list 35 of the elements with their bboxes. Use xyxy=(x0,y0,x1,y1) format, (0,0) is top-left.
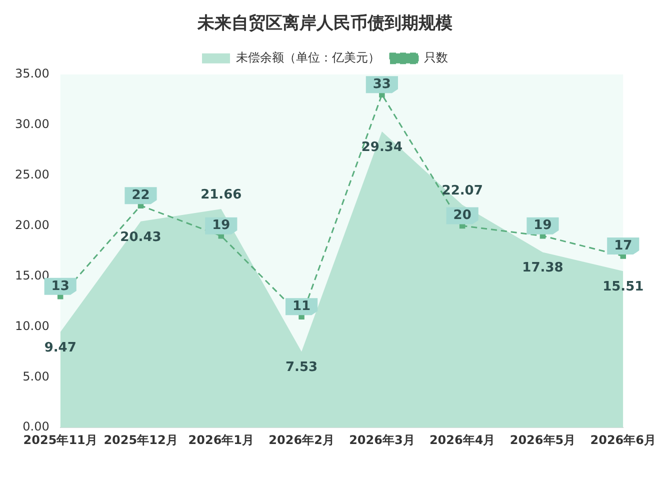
data-label: 13 xyxy=(51,278,70,294)
data-label: 22 xyxy=(132,188,150,203)
y-tick-label: 35.00 xyxy=(14,66,50,81)
data-label: 19 xyxy=(534,218,552,234)
y-tick-label: 15.00 xyxy=(14,268,50,282)
y-tick-label: 25.00 xyxy=(14,167,50,182)
y-tick-label: 10.00 xyxy=(14,318,50,333)
legend-label: 只数 xyxy=(424,50,448,65)
x-tick-label: 2026年1月 xyxy=(188,432,254,447)
data-label: 22.07 xyxy=(442,183,483,198)
data-label: 15.51 xyxy=(602,279,644,294)
data-label: 19 xyxy=(212,218,230,234)
data-label: 9.47 xyxy=(44,340,76,356)
y-tick-label: 20.00 xyxy=(14,218,50,232)
x-tick-label: 2025年11月 xyxy=(23,432,98,447)
data-label: 29.34 xyxy=(361,140,402,155)
y-tick-label: 30.00 xyxy=(14,116,50,131)
chart-title: 未来自贸区离岸人民币债到期规模 xyxy=(196,14,452,34)
x-tick-label: 2026年3月 xyxy=(349,432,415,447)
x-tick-label: 2026年5月 xyxy=(510,432,576,447)
x-tick-label: 2026年2月 xyxy=(268,432,334,447)
x-tick-label: 2025年12月 xyxy=(104,432,178,447)
x-tick-label: 2026年4月 xyxy=(429,432,496,447)
data-label: 17.38 xyxy=(522,260,564,276)
y-tick-label: 0.00 xyxy=(22,420,50,434)
data-label: 7.53 xyxy=(286,360,318,375)
data-label: 17 xyxy=(614,238,632,254)
data-label: 11 xyxy=(292,298,311,314)
x-tick-label: 2026年6月 xyxy=(590,432,656,447)
data-label: 33 xyxy=(372,76,391,92)
data-label: 21.66 xyxy=(200,187,242,202)
data-label: 20 xyxy=(453,208,472,224)
y-tick-label: 5.00 xyxy=(22,369,50,384)
legend-label: 未偿余额（单位：亿美元） xyxy=(236,50,380,65)
data-label: 20.43 xyxy=(120,230,162,245)
